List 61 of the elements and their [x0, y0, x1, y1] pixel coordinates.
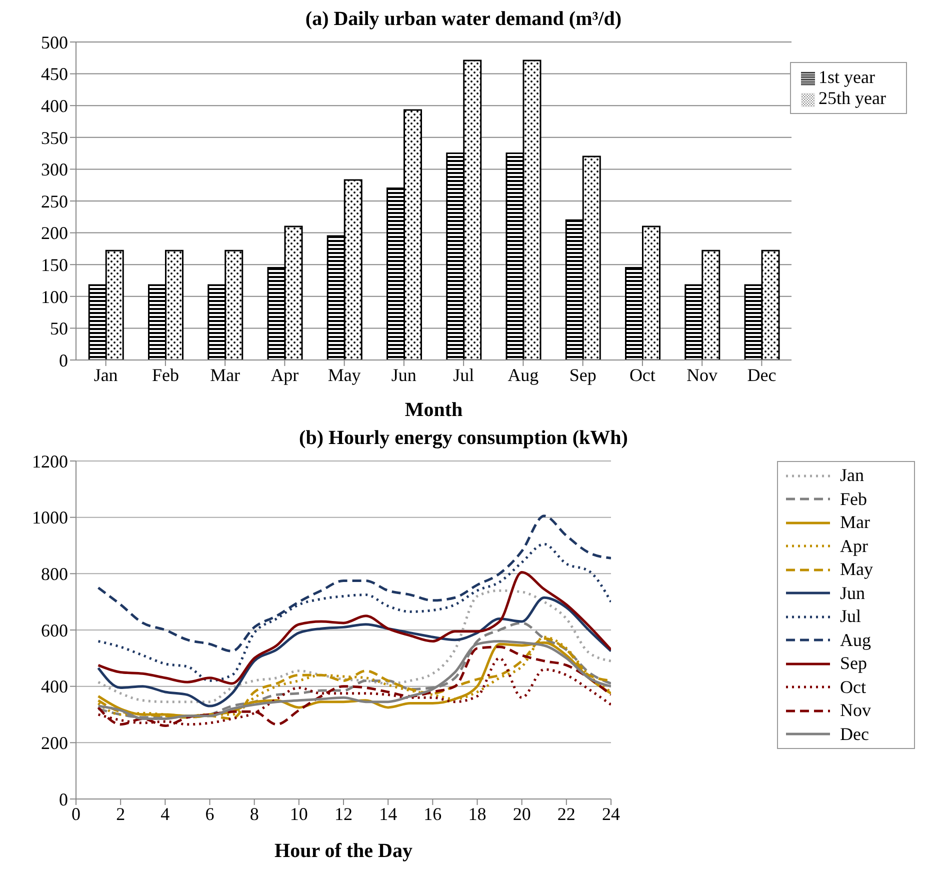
legend-label: Oct	[840, 676, 866, 698]
x-axis-title: Month	[404, 399, 463, 421]
y-tick-label: 500	[41, 32, 68, 52]
y-tick-label: 150	[41, 254, 68, 275]
x-tick-label: 22	[557, 804, 576, 824]
x-tick-label: Jan	[94, 364, 118, 385]
x-tick-label: Dec	[747, 364, 776, 385]
y-tick-label: 0	[59, 350, 68, 370]
x-tick-label: 2	[116, 804, 126, 824]
x-tick-label: Oct	[629, 364, 656, 385]
legend-label: May	[840, 559, 873, 580]
x-tick-label: Nov	[686, 364, 718, 385]
legend-label: Apr	[840, 536, 868, 557]
y-tick-label: 50	[50, 318, 68, 339]
legend-label: Nov	[840, 700, 871, 722]
x-tick-label: 12	[334, 804, 352, 824]
legend-label: Jul	[840, 606, 862, 628]
legend-label: Aug	[840, 630, 871, 651]
x-tick-label: Jun	[391, 364, 416, 385]
x-tick-label: 14	[379, 804, 398, 824]
y-tick-label: 0	[59, 789, 68, 810]
x-tick-label: Sep	[569, 364, 596, 385]
y-tick-label: 600	[41, 620, 68, 640]
x-tick-label: 8	[250, 804, 259, 824]
legend-label: 1st year	[818, 67, 875, 87]
legend-label: 25th year	[818, 88, 886, 108]
x-tick-label: 0	[72, 804, 80, 824]
legend-label: Feb	[840, 488, 867, 510]
y-tick-label: 200	[41, 733, 68, 754]
legend-label: Mar	[840, 512, 870, 534]
chart-title: (b) Hourly energy consumption (kWh)	[298, 427, 629, 451]
legend-label: Sep	[840, 653, 867, 674]
y-tick-label: 800	[41, 564, 68, 584]
legend-label: Dec	[840, 724, 869, 745]
x-tick-label: Jul	[453, 364, 474, 385]
x-tick-label: 4	[160, 804, 170, 824]
x-axis-title: Hour of the Day	[274, 840, 412, 862]
x-tick-label: 16	[424, 804, 442, 824]
x-tick-label: Mar	[210, 364, 240, 385]
y-tick-label: 200	[41, 223, 68, 244]
y-tick-label: 250	[41, 191, 68, 212]
x-tick-label: Feb	[152, 364, 179, 385]
y-tick-label: 450	[41, 64, 68, 84]
y-tick-label: 300	[41, 160, 68, 180]
x-tick-label: 18	[468, 804, 486, 824]
x-tick-label: 24	[602, 804, 620, 824]
y-tick-label: 400	[41, 676, 68, 697]
y-tick-label: 1200	[32, 451, 68, 472]
legend-label: Jun	[840, 582, 866, 604]
x-tick-label: 10	[290, 804, 308, 824]
x-tick-label: Apr	[270, 364, 299, 385]
y-tick-label: 1000	[32, 508, 68, 528]
x-tick-label: 6	[205, 804, 214, 824]
chart-title: (a) Daily urban water demand (m³/d)	[304, 8, 623, 32]
x-tick-label: May	[328, 364, 361, 385]
x-tick-label: Aug	[508, 364, 539, 385]
y-tick-label: 400	[41, 96, 68, 116]
y-tick-label: 350	[41, 128, 68, 148]
y-tick-label: 100	[41, 286, 68, 307]
legend-label: Jan	[840, 465, 864, 486]
x-tick-label: 20	[512, 804, 531, 824]
